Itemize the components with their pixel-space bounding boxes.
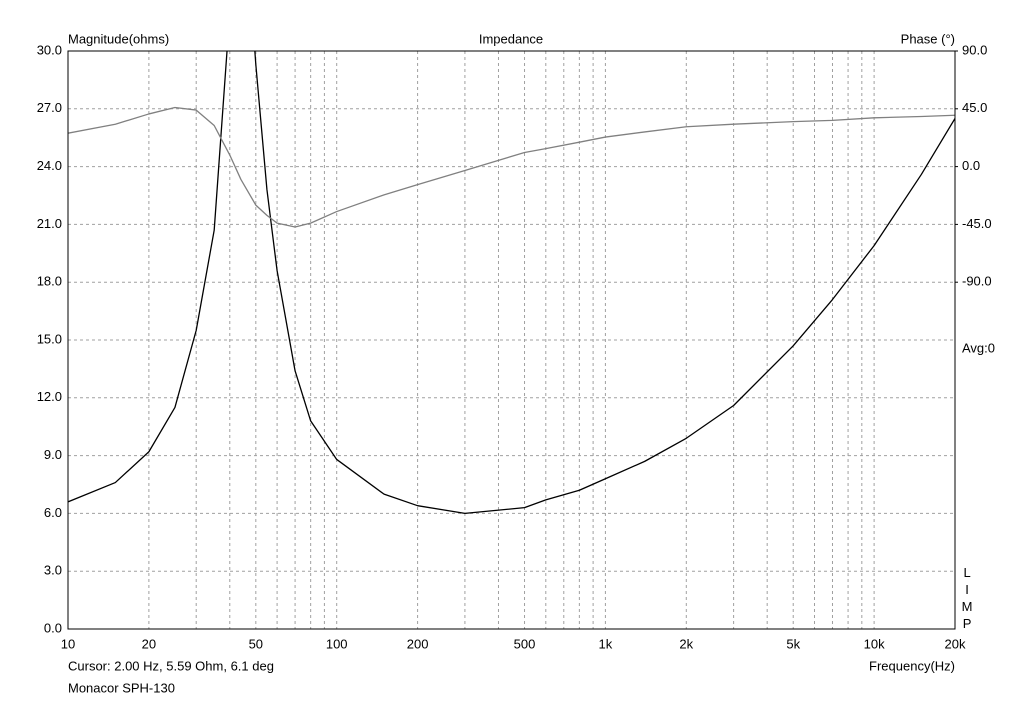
x-tick-label: 50 <box>249 636 263 651</box>
y-tick-label: 24.0 <box>37 158 62 173</box>
y2-axis-label: Phase (°) <box>901 31 955 46</box>
x-axis-label: Frequency(Hz) <box>869 658 955 673</box>
y-tick-label: 27.0 <box>37 100 62 115</box>
x-tick-label: 5k <box>786 636 800 651</box>
x-tick-label: 10k <box>864 636 885 651</box>
x-tick-label: 20k <box>945 636 966 651</box>
x-tick-label: 20 <box>142 636 156 651</box>
y-tick-label: 0.0 <box>44 620 62 635</box>
x-tick-label: 1k <box>599 636 613 651</box>
plot-lines <box>68 51 955 515</box>
y-tick-label: 12.0 <box>37 389 62 404</box>
annotation: LIMP <box>960 565 975 633</box>
cursor-readout: Cursor: 2.00 Hz, 5.59 Ohm, 6.1 deg <box>68 658 274 673</box>
y2-tick-label: 0.0 <box>962 158 980 173</box>
plot-frame <box>67 50 956 630</box>
y-tick-label: 6.0 <box>44 505 62 520</box>
y2-tick-label: 90.0 <box>962 42 987 57</box>
y-tick-label: 30.0 <box>37 42 62 57</box>
x-tick-label: 500 <box>514 636 536 651</box>
x-tick-label: 100 <box>326 636 348 651</box>
y2-tick-label: 45.0 <box>962 100 987 115</box>
series-line <box>68 51 955 515</box>
y-tick-label: 21.0 <box>37 216 62 231</box>
y-tick-label: 15.0 <box>37 331 62 346</box>
chart-title: Impedance <box>479 31 543 46</box>
x-tick-label: 200 <box>407 636 429 651</box>
y2-tick-label: -90.0 <box>962 274 992 289</box>
y-tick-label: 18.0 <box>37 274 62 289</box>
x-tick-label: 10 <box>61 636 75 651</box>
annotation: Avg:0 <box>962 340 995 355</box>
y-axis-label: Magnitude(ohms) <box>68 31 169 46</box>
y-tick-label: 3.0 <box>44 563 62 578</box>
x-tick-label: 2k <box>679 636 693 651</box>
y-tick-label: 9.0 <box>44 447 62 462</box>
y2-tick-label: -45.0 <box>962 216 992 231</box>
series-line <box>68 106 955 228</box>
device-name: Monacor SPH-130 <box>68 680 175 695</box>
